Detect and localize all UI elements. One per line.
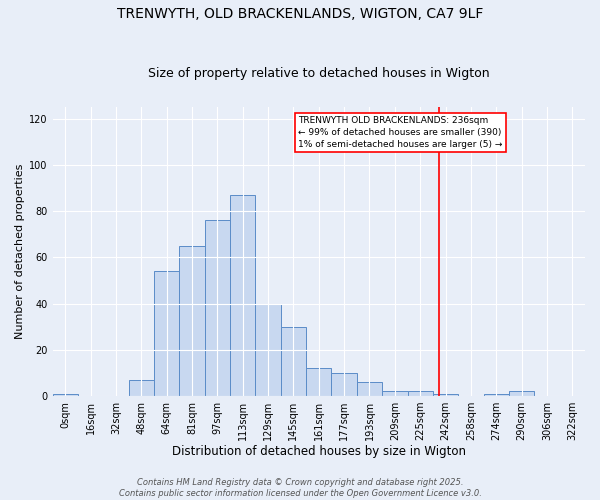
Bar (484, 394, 509, 396)
Y-axis label: Number of detached properties: Number of detached properties (15, 164, 25, 339)
Text: TRENWYTH OLD BRACKENLANDS: 236sqm
← 99% of detached houses are smaller (390)
1% : TRENWYTH OLD BRACKENLANDS: 236sqm ← 99% … (298, 116, 503, 149)
X-axis label: Distribution of detached houses by size in Wigton: Distribution of detached houses by size … (172, 444, 466, 458)
Bar (256, 304, 281, 396)
Bar (128, 380, 154, 396)
Bar (53, 394, 78, 396)
Text: TRENWYTH, OLD BRACKENLANDS, WIGTON, CA7 9LF: TRENWYTH, OLD BRACKENLANDS, WIGTON, CA7 … (117, 8, 483, 22)
Bar (331, 373, 357, 396)
Bar (230, 195, 256, 396)
Bar (382, 392, 407, 396)
Bar (179, 246, 205, 396)
Bar (357, 382, 382, 396)
Bar (407, 392, 433, 396)
Bar (306, 368, 331, 396)
Bar (205, 220, 230, 396)
Bar (433, 394, 458, 396)
Bar (509, 392, 534, 396)
Title: Size of property relative to detached houses in Wigton: Size of property relative to detached ho… (148, 66, 490, 80)
Text: Contains HM Land Registry data © Crown copyright and database right 2025.
Contai: Contains HM Land Registry data © Crown c… (119, 478, 481, 498)
Bar (281, 326, 306, 396)
Bar (154, 271, 179, 396)
